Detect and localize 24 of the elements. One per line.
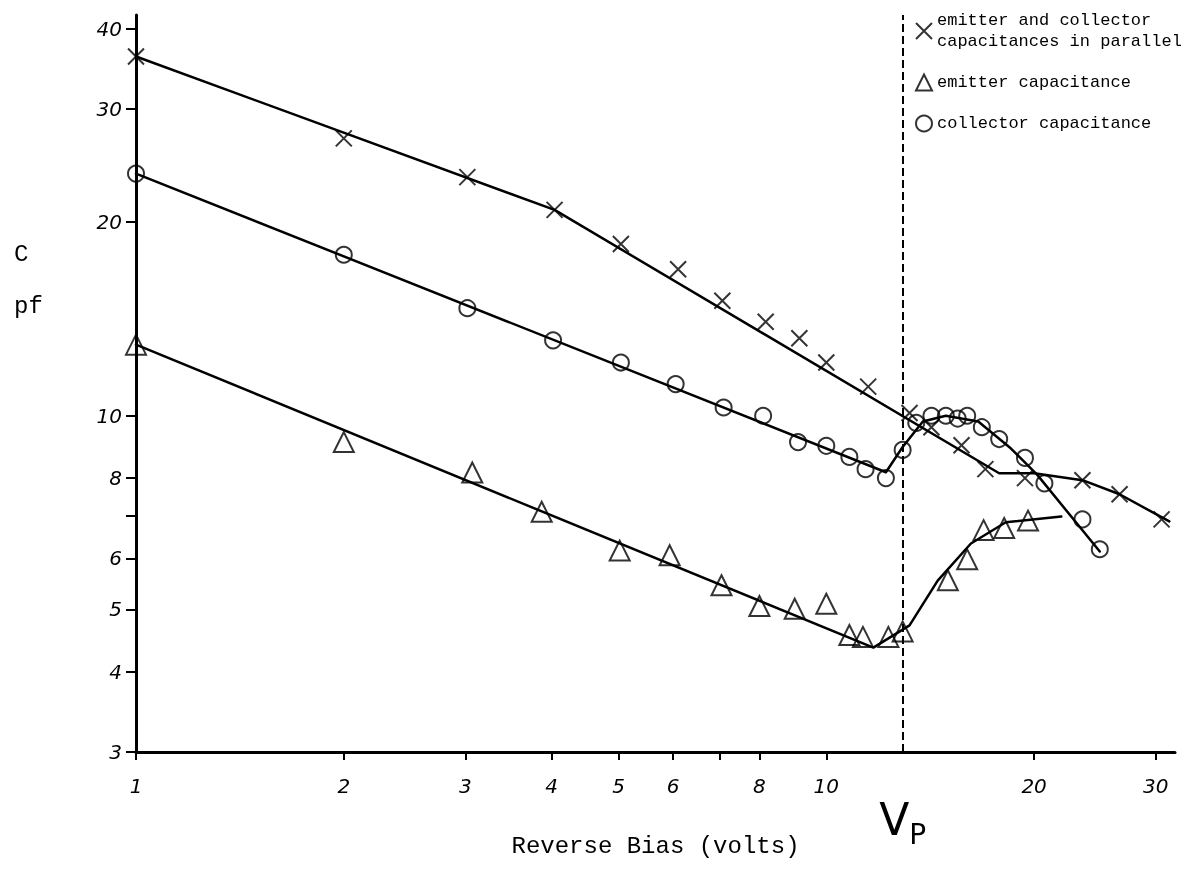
y-tick-label: 40 — [96, 16, 122, 41]
x-tick-label: 8 — [753, 774, 766, 798]
x-tick-label: 4 — [545, 774, 558, 798]
y-tick-label: 20 — [96, 210, 122, 235]
y-tick-label: 5 — [109, 597, 122, 622]
y-tick-label: 3 — [109, 740, 122, 764]
y-axis-title: C pf — [14, 240, 43, 320]
x-tick-label: 3 — [458, 774, 472, 798]
y-tick-label: 10 — [96, 403, 122, 428]
y-tick-label: 6 — [109, 546, 122, 571]
legend-label: collector capacitance — [937, 114, 1152, 133]
x-tick-label: 5 — [612, 774, 625, 798]
x-axis-title: Reverse Bias (volts) — [511, 832, 800, 860]
x-tick-label: 2 — [337, 774, 351, 798]
legend-label: emitter and collector capacitances in parallel — [937, 11, 1182, 51]
x-tick-label: 20 — [1021, 774, 1047, 798]
y-tick-label: 4 — [109, 659, 122, 684]
x-tick-label: 6 — [666, 774, 680, 798]
y-tick-label: 8 — [109, 466, 122, 491]
x-tick-label: 30 — [1142, 774, 1169, 798]
x-tick-label: 10 — [813, 774, 840, 798]
legend-label: emitter capacitance — [937, 73, 1131, 92]
y-tick-label: 30 — [96, 96, 122, 121]
x-tick-label: 1 — [129, 774, 143, 798]
